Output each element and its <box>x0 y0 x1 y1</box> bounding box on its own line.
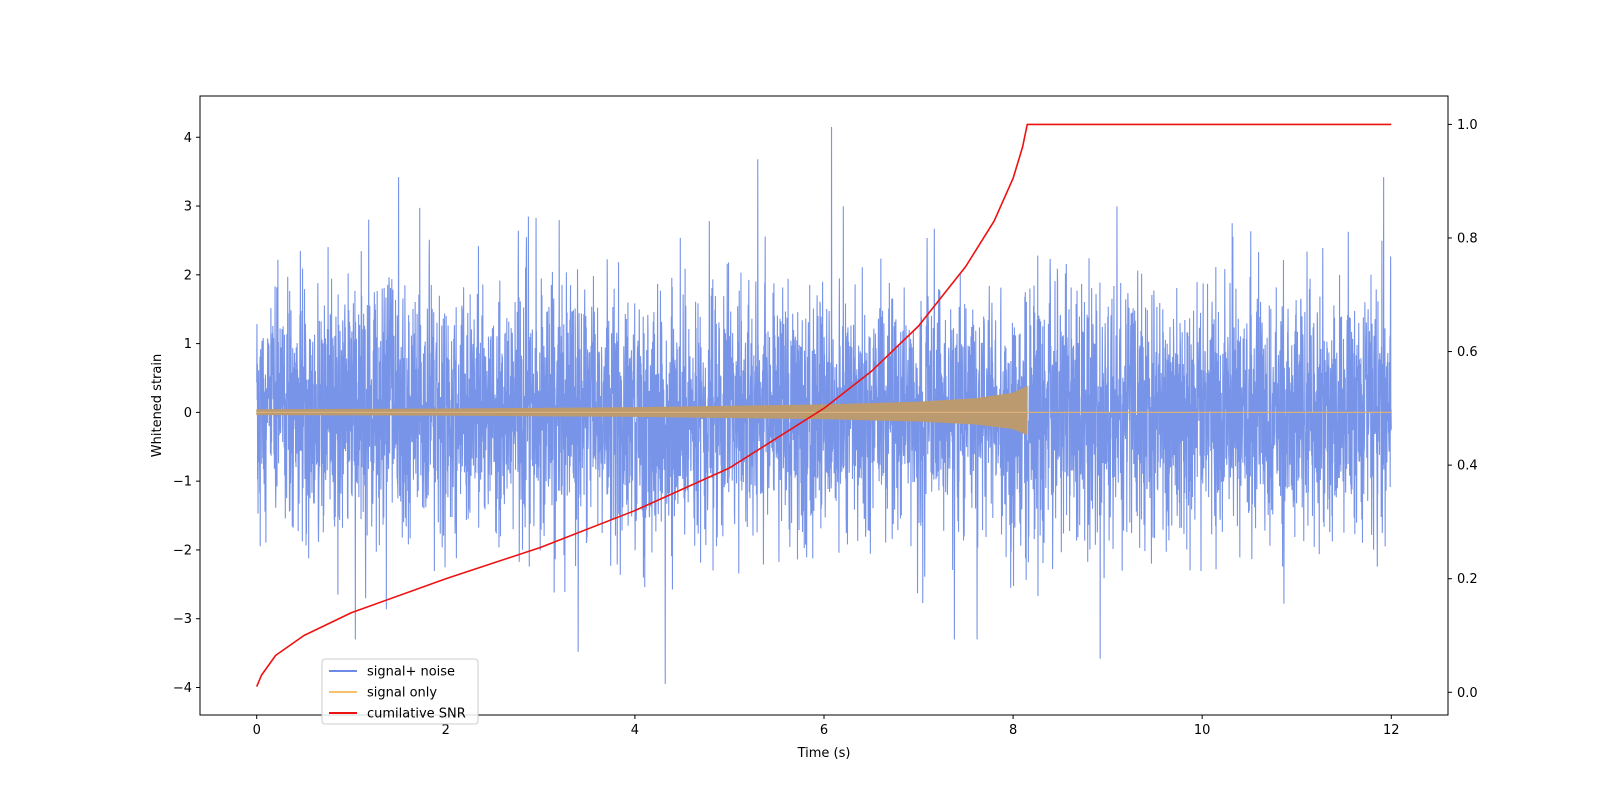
x-tick-label: 12 <box>1383 723 1400 738</box>
y-tick-label: −4 <box>173 681 192 696</box>
legend-box <box>321 658 479 725</box>
y2-tick-label: 1.0 <box>1457 118 1478 133</box>
legend: signal+ noise signal only cumilative SNR <box>321 658 479 725</box>
series-signal-only <box>256 385 1028 436</box>
y2-tick-label: 0.6 <box>1457 345 1478 360</box>
series-cumulative-snr <box>255 123 1392 687</box>
y-axis-label: Whitened strain <box>150 354 165 457</box>
series-signal-noise <box>256 126 1392 685</box>
y-tick-label: 0 <box>184 406 192 421</box>
y-tick-label: 1 <box>184 337 192 352</box>
y-tick-label: −2 <box>173 543 192 558</box>
y-tick-label: −3 <box>173 612 192 627</box>
y-tick-label: −1 <box>173 475 192 490</box>
x-tick-label: 4 <box>631 723 639 738</box>
y2-tick-label: 0.4 <box>1457 459 1478 474</box>
y-tick-label: 3 <box>184 200 192 215</box>
x-tick-label: 8 <box>1009 723 1017 738</box>
legend-label-signal-noise: signal+ noise <box>367 665 455 680</box>
x-tick-label: 10 <box>1194 723 1211 738</box>
y2-tick-label: 0.8 <box>1457 231 1478 246</box>
legend-label-signal-only: signal only <box>367 686 437 701</box>
x-tick-label: 2 <box>442 723 450 738</box>
x-axis-label: Time (s) <box>797 746 851 761</box>
x-tick-label: 6 <box>820 723 828 738</box>
y2-tick-label: 0.2 <box>1457 572 1478 587</box>
legend-label-cumulative-snr: cumilative SNR <box>367 707 466 722</box>
x-tick-label: 0 <box>253 723 261 738</box>
y2-tick-label: 0.0 <box>1457 686 1478 701</box>
y-tick-label: 2 <box>184 268 192 283</box>
y-tick-label: 4 <box>184 131 192 146</box>
plot-area <box>255 123 1392 687</box>
